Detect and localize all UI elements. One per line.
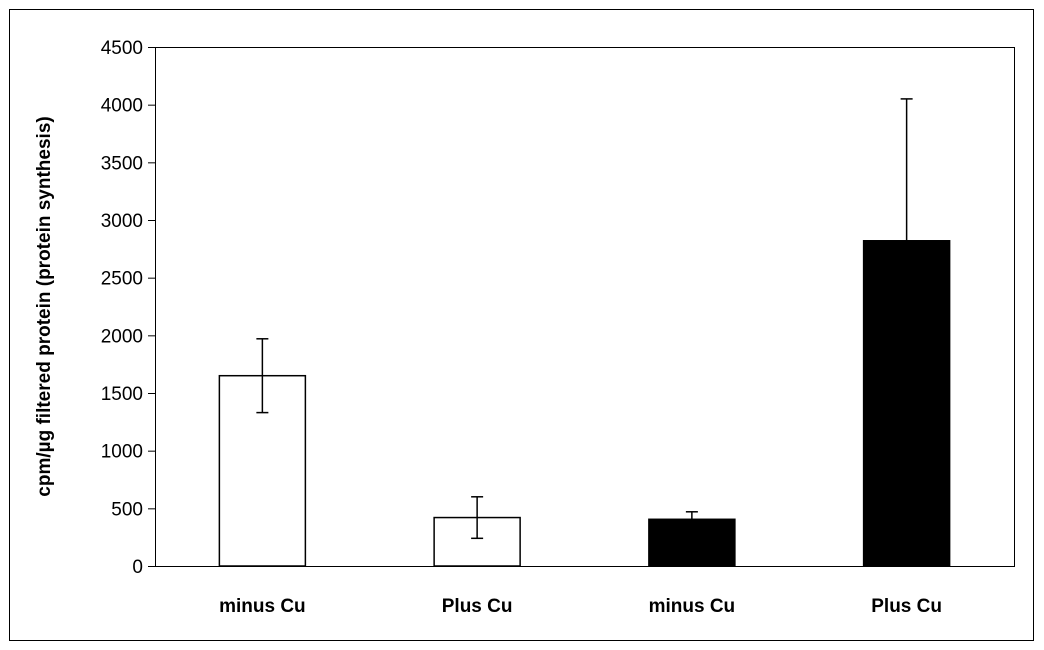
bars [218, 240, 951, 567]
y-tick-label: 1000 [101, 442, 143, 463]
plot-area [155, 47, 1015, 567]
y-tick-label: 1500 [101, 384, 143, 405]
chart-border [9, 9, 1034, 641]
y-tick-label: 2000 [101, 326, 143, 347]
y-tick-label: 500 [111, 499, 143, 520]
error-bars [256, 98, 913, 540]
x-category-label: minus Cu [219, 596, 306, 617]
x-category-label: minus Cu [649, 596, 736, 617]
y-tick-label: 3000 [101, 211, 143, 232]
y-axis-title: cpm/µg filtered protein (protein synthes… [34, 116, 55, 496]
x-axis-labels: minus Cu Plus Cu minus Cu Plus Cu [219, 596, 942, 617]
y-tick-label: 4500 [101, 38, 143, 59]
y-axis-ticks: 0 500 1000 1500 2000 2500 3000 3500 4000 4500 [101, 38, 155, 578]
y-tick-label: 0 [132, 557, 143, 578]
x-category-label: Plus Cu [442, 596, 513, 617]
y-tick-label: 3500 [101, 153, 143, 174]
y-tick-label: 2500 [101, 269, 143, 290]
x-category-label: Plus Cu [871, 596, 942, 617]
y-tick-label: 4000 [101, 96, 143, 117]
